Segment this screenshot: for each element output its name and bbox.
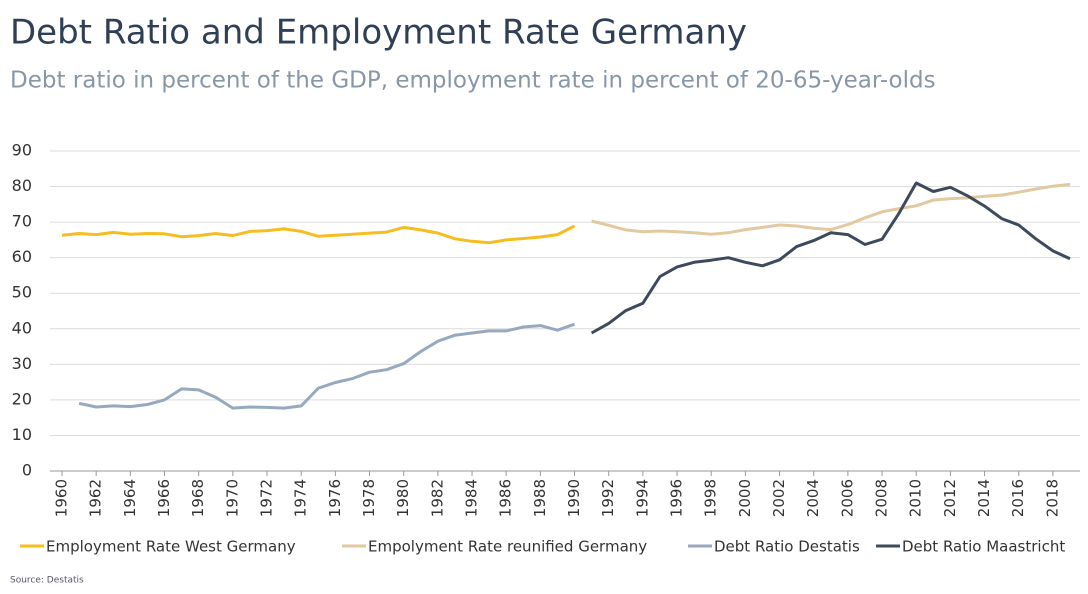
series-line [591, 182, 1071, 236]
x-tick-label: 2000 [736, 479, 754, 517]
x-tick-label: 2008 [873, 479, 891, 517]
x-tick-label: 1988 [531, 479, 549, 517]
x-tick-label: 1990 [565, 479, 583, 517]
x-tick-label: 1980 [394, 479, 412, 517]
x-tick-label: 1974 [292, 479, 310, 517]
legend-label: Employment Rate West Germany [46, 538, 296, 556]
y-tick-label: 60 [12, 247, 32, 266]
series-line [78, 322, 575, 410]
x-tick-label: 1986 [497, 479, 515, 517]
x-tick-label: 1964 [121, 479, 139, 517]
x-tick-label: 1960 [53, 479, 71, 517]
x-tick-label: 1972 [258, 479, 276, 517]
y-tick-label: 80 [12, 176, 32, 195]
y-tick-label: 70 [12, 212, 32, 231]
x-tick-label: 2010 [907, 479, 925, 517]
y-tick-label: 10 [12, 425, 32, 444]
x-tick-label: 1970 [223, 479, 241, 517]
legend-label: Debt Ratio Maastricht [902, 538, 1065, 556]
y-tick-label: 0 [22, 461, 32, 480]
y-tick-label: 20 [12, 389, 32, 408]
series-line [590, 181, 1071, 335]
x-tick-label: 1994 [633, 479, 651, 517]
x-tick-label: 2002 [770, 479, 788, 517]
y-tick-label: 30 [12, 354, 32, 373]
x-tick-label: 1984 [463, 479, 481, 517]
x-tick-label: 2012 [941, 479, 959, 517]
x-tick-label: 2006 [838, 479, 856, 517]
x-tick-label: 1996 [668, 479, 686, 517]
x-tick-label: 2016 [1009, 479, 1027, 517]
chart-subtitle: Debt ratio in percent of the GDP, employ… [10, 68, 936, 94]
legend-label: Debt Ratio Destatis [714, 538, 860, 556]
x-tick-label: 2018 [1043, 479, 1061, 517]
x-tick-label: 1992 [599, 479, 617, 517]
x-tick-label: 1968 [189, 479, 207, 517]
chart-title: Debt Ratio and Employment Rate Germany [10, 13, 747, 53]
y-tick-label: 40 [12, 318, 32, 337]
x-tick-label: 1982 [428, 479, 446, 517]
x-tick-label: 1976 [326, 479, 344, 517]
x-tick-label: 2004 [804, 479, 822, 517]
x-tick-label: 1978 [360, 479, 378, 517]
y-tick-label: 90 [12, 141, 32, 160]
series-line [61, 224, 576, 245]
y-tick-label: 50 [12, 283, 32, 302]
x-tick-label: 1962 [87, 479, 105, 517]
x-tick-label: 1998 [702, 479, 720, 517]
x-tick-label: 2014 [975, 479, 993, 517]
x-tick-label: 1966 [155, 479, 173, 517]
legend-label: Empolyment Rate reunified Germany [368, 538, 647, 556]
source: Source: Destatis [10, 576, 84, 586]
